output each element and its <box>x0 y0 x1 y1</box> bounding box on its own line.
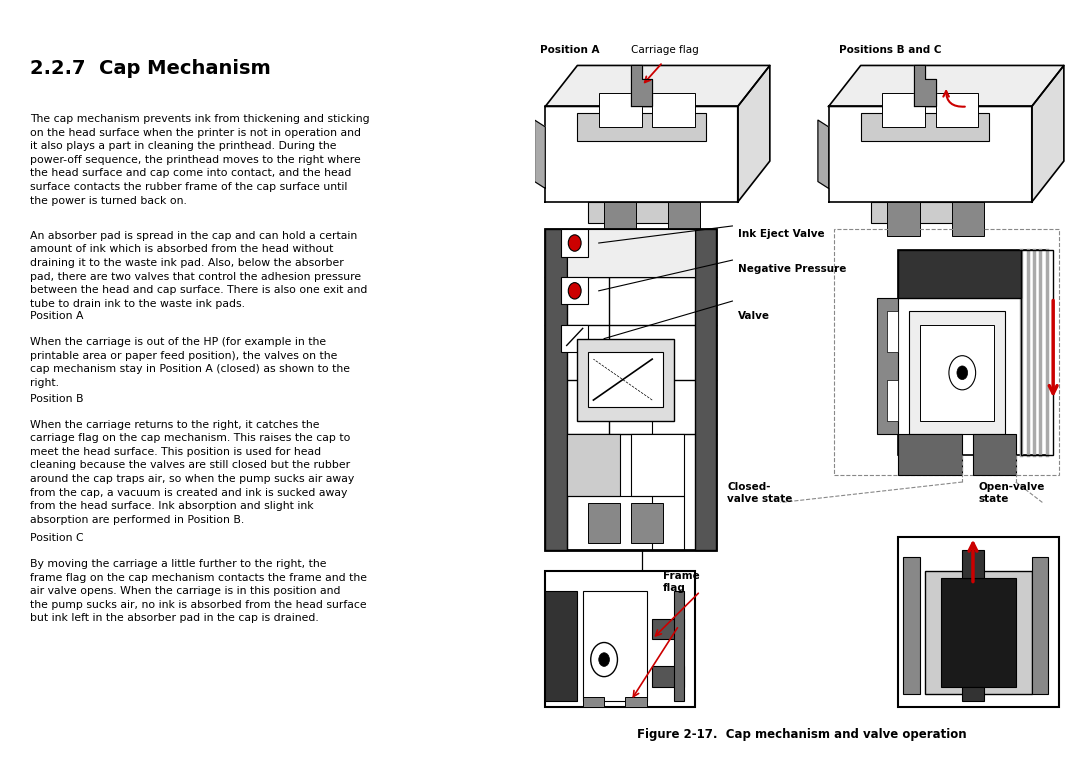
Bar <box>583 697 604 707</box>
Bar <box>1021 250 1053 455</box>
Text: 49: 49 <box>1051 742 1067 756</box>
Text: Position A: Position A <box>30 311 84 321</box>
Bar <box>861 113 989 140</box>
Bar <box>589 202 696 223</box>
Polygon shape <box>818 120 828 188</box>
Bar <box>834 230 1058 475</box>
Bar <box>941 578 1015 687</box>
Bar <box>545 230 567 550</box>
Bar <box>545 230 716 550</box>
Circle shape <box>598 652 609 666</box>
Polygon shape <box>914 66 935 106</box>
Circle shape <box>568 282 581 299</box>
Bar <box>888 380 899 420</box>
Bar <box>888 202 919 237</box>
Polygon shape <box>535 120 545 188</box>
Bar <box>951 202 984 237</box>
Bar <box>882 93 924 127</box>
Bar <box>669 202 700 237</box>
Bar <box>962 550 984 578</box>
Text: Open-valve
state: Open-valve state <box>978 482 1044 504</box>
Text: Operating Principles: Operating Principles <box>13 742 148 756</box>
Bar <box>899 536 1058 707</box>
Bar <box>589 353 663 407</box>
Bar <box>674 591 685 700</box>
Bar <box>545 571 696 707</box>
Polygon shape <box>545 66 770 106</box>
Bar <box>604 202 636 237</box>
Text: 2.2.7  Cap Mechanism: 2.2.7 Cap Mechanism <box>30 59 271 78</box>
Text: Negative Pressure: Negative Pressure <box>738 263 846 273</box>
Bar <box>625 697 647 707</box>
Bar <box>567 496 685 550</box>
Text: Closed-
valve state: Closed- valve state <box>727 482 793 504</box>
Bar <box>562 325 589 353</box>
Bar <box>562 277 589 304</box>
Bar <box>578 339 674 420</box>
Bar <box>924 571 1031 694</box>
Bar <box>899 250 1048 455</box>
Polygon shape <box>631 66 652 106</box>
Bar <box>973 434 1015 475</box>
Bar <box>962 687 984 700</box>
Bar <box>899 434 962 475</box>
Bar <box>919 325 995 420</box>
Bar <box>567 434 620 496</box>
Text: The cap mechanism prevents ink from thickening and sticking
on the head surface : The cap mechanism prevents ink from thic… <box>30 114 369 206</box>
Bar <box>589 503 620 543</box>
Text: Position A: Position A <box>540 45 599 55</box>
Bar <box>904 557 919 694</box>
Text: Position C: Position C <box>30 533 84 543</box>
Text: Ink Eject Valve: Ink Eject Valve <box>738 230 824 240</box>
Text: When the carriage returns to the right, it catches the
carriage flag on the cap : When the carriage returns to the right, … <box>30 420 354 525</box>
Circle shape <box>949 356 975 390</box>
Polygon shape <box>1031 66 1064 202</box>
Bar <box>598 93 642 127</box>
Bar <box>631 434 685 496</box>
Bar <box>583 591 647 700</box>
Text: Positions B and C: Positions B and C <box>839 45 942 55</box>
Polygon shape <box>545 106 738 202</box>
Text: Valve: Valve <box>738 311 770 321</box>
Text: Frame
flag: Frame flag <box>663 571 700 593</box>
Text: Position B: Position B <box>30 394 84 404</box>
Bar <box>545 591 578 700</box>
Bar <box>696 230 716 550</box>
Bar <box>899 250 1021 298</box>
Circle shape <box>591 642 618 677</box>
Bar <box>652 619 685 639</box>
Bar <box>909 311 1005 434</box>
Text: Carriage flag: Carriage flag <box>631 45 699 55</box>
Text: EPSON Stylus Scan 2500: EPSON Stylus Scan 2500 <box>13 12 176 25</box>
Polygon shape <box>828 66 1064 106</box>
Bar <box>652 93 696 127</box>
Bar <box>935 93 978 127</box>
Polygon shape <box>738 66 770 202</box>
Text: Figure 2-17.  Cap mechanism and valve operation: Figure 2-17. Cap mechanism and valve ope… <box>637 728 967 741</box>
Bar <box>631 503 663 543</box>
Circle shape <box>568 235 581 251</box>
Polygon shape <box>828 106 1031 202</box>
Bar <box>567 230 696 277</box>
Bar <box>562 230 589 256</box>
Bar <box>888 311 899 353</box>
Text: Revision A: Revision A <box>998 12 1067 25</box>
Circle shape <box>957 366 968 379</box>
Bar <box>652 666 685 687</box>
Text: By moving the carriage a little further to the right, the
frame flag on the cap : By moving the carriage a little further … <box>30 559 367 623</box>
Text: An absorber pad is spread in the cap and can hold a certain
amount of ink which : An absorber pad is spread in the cap and… <box>30 230 367 309</box>
Bar <box>872 202 978 223</box>
Text: When the carriage is out of the HP (for example in the
printable area or paper f: When the carriage is out of the HP (for … <box>30 337 350 388</box>
Bar <box>578 113 705 140</box>
Text: Printer Mechanism Operation: Printer Mechanism Operation <box>443 742 637 756</box>
Bar <box>1031 557 1048 694</box>
Bar <box>877 298 899 434</box>
